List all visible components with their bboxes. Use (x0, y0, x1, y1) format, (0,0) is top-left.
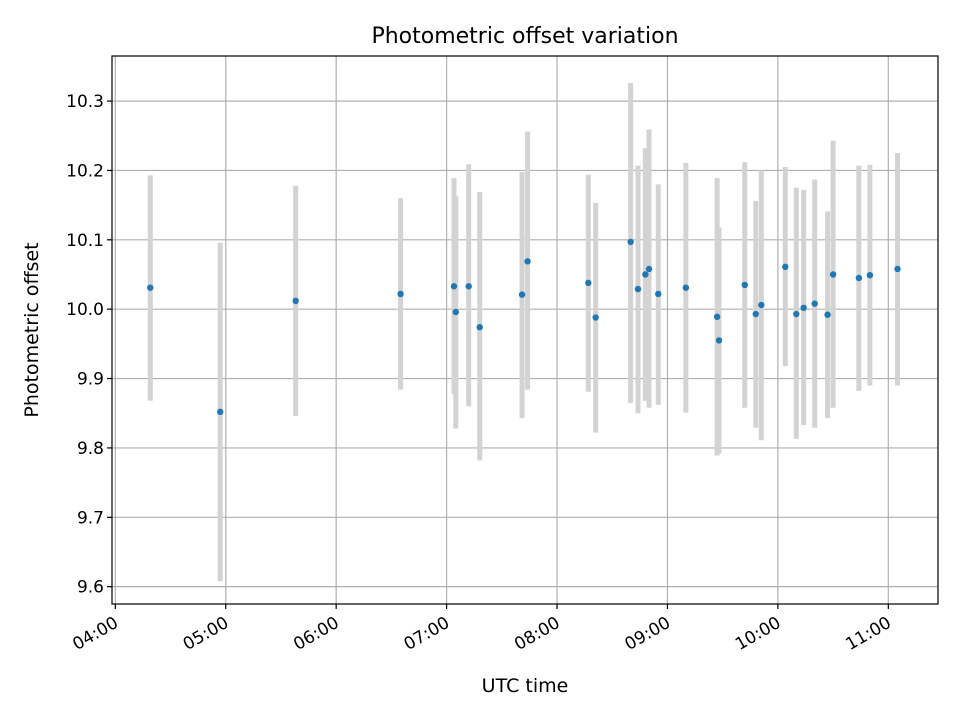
data-point (476, 324, 483, 331)
data-point (782, 263, 789, 271)
data-point (627, 238, 634, 246)
data-point (829, 271, 837, 278)
grid-layer (112, 56, 938, 604)
data-point (855, 274, 863, 282)
x-axis-label: UTC time (482, 675, 569, 697)
chart-title: Photometric offset variation (371, 24, 678, 49)
data-point (866, 272, 874, 279)
data-point (824, 311, 831, 318)
data-point (397, 290, 404, 298)
data-point (518, 291, 526, 298)
y-tick-label: 10.2 (66, 161, 104, 181)
data-point (217, 408, 224, 416)
data-point (758, 301, 765, 309)
point-layer (147, 238, 901, 416)
data-point (655, 290, 662, 298)
data-point (715, 337, 723, 344)
data-point (452, 308, 459, 316)
data-point (682, 284, 690, 291)
data-point (800, 304, 807, 312)
y-axis-ticks: 9.6 9.7 9.8 9.9 10.0 10.1 10.2 10.3 (66, 92, 112, 598)
y-tick-label: 10.0 (66, 300, 104, 320)
y-tick-label: 9.6 (77, 578, 104, 598)
data-point (793, 310, 800, 318)
data-point (147, 284, 154, 291)
data-point (634, 285, 642, 293)
data-point (894, 265, 901, 273)
data-point (713, 313, 721, 321)
data-point (465, 283, 472, 290)
y-axis-label: Photometric offset (21, 242, 43, 417)
data-point (292, 297, 299, 305)
data-point (642, 271, 649, 278)
data-point (585, 279, 592, 287)
y-tick-label: 9.8 (77, 439, 104, 459)
data-point (752, 310, 759, 318)
y-tick-label: 9.7 (77, 508, 104, 528)
data-point (592, 314, 599, 321)
data-point (741, 281, 748, 289)
data-point (524, 258, 531, 265)
y-tick-label: 10.3 (66, 92, 104, 112)
data-point (450, 283, 458, 290)
data-point (811, 300, 818, 307)
y-tick-label: 10.1 (66, 231, 104, 251)
data-point (645, 265, 653, 273)
plot-frame (111, 55, 939, 605)
y-tick-label: 9.9 (77, 370, 104, 390)
